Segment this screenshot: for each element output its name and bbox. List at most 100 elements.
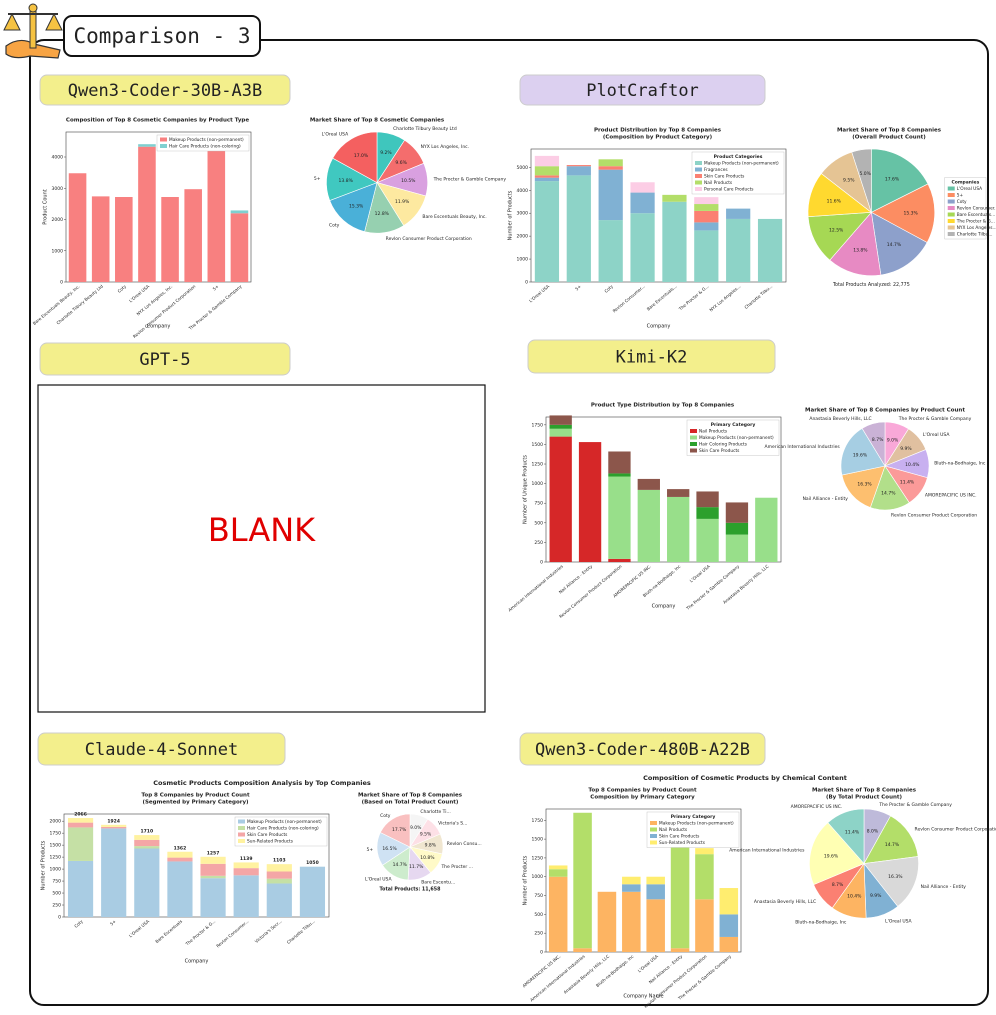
bar-segment [573, 948, 592, 952]
legend-swatch [690, 442, 697, 446]
legend-label: Skin Care Products [699, 448, 740, 454]
legend-label: Personal Care Products [704, 187, 754, 193]
bar-segment [138, 146, 156, 282]
bar-segment [598, 169, 623, 221]
slice-value-label: 19.6% [853, 453, 868, 459]
bar-segment [68, 173, 87, 282]
pie-slice [870, 183, 936, 243]
chart-title: Product Type Distribution by Top 8 Compa… [591, 403, 735, 409]
chart-title: Composition of Top 8 Cosmetic Companies … [66, 118, 249, 124]
bar-total-label: 1103 [273, 858, 286, 864]
blank-box [37, 384, 486, 713]
x-tick-label: Charlotte Tilbu... [743, 284, 773, 310]
bar-segment [597, 891, 617, 952]
bar-total-label: 2066 [74, 812, 87, 818]
legend-label: Sun-Related Products [659, 840, 706, 846]
bar-segment [573, 812, 592, 949]
legend-label: Makeup Products (non-permanent) [704, 161, 779, 167]
bar-segment [726, 218, 751, 282]
legend-swatch [650, 827, 657, 832]
bar-segment [598, 159, 623, 167]
x-tick-label: L'Oreal USA [637, 954, 659, 974]
x-axis-label: Company Name [623, 994, 663, 1000]
slice-label: Bare Escentuals Beauty, Inc. [422, 214, 486, 220]
scales-icon [3, 3, 63, 59]
blank-text: BLANK [208, 511, 316, 549]
slice-label: Coty [380, 813, 391, 819]
bar-segment [646, 899, 665, 952]
model-label: GPT-5 [139, 350, 190, 370]
x-tick-label: Bare Escentuals Beauty, Inc. [32, 284, 81, 326]
slice-value-label: 11.7% [409, 864, 424, 870]
title-tab [63, 15, 261, 57]
bar-segment [534, 155, 560, 167]
y-tick-label: 250 [534, 540, 543, 546]
legend-swatch [947, 186, 955, 191]
y-axis-label: Number of Products [523, 855, 529, 905]
bar-segment [101, 824, 127, 827]
slice-value-label: 17.0% [354, 153, 369, 159]
slice-label: Charlotte Ti... [420, 809, 451, 815]
x-tick-label: American International Industries [507, 564, 564, 613]
x-tick-label: The Procter & Gamble Company [685, 563, 741, 611]
slice-label: Nail Alliance - Entity [803, 496, 849, 502]
chart-title: (Segmented by Primary Category) [142, 800, 249, 806]
model-label-box [527, 339, 776, 374]
legend-label: Makeup Products (non-permanent) [659, 821, 734, 827]
slice-label: The Procter & Gamble Company [878, 802, 952, 808]
bar-segment [566, 166, 591, 176]
bar-segment [725, 502, 749, 523]
bar-segment [134, 846, 160, 849]
bar-segment [695, 854, 714, 900]
bar-segment [622, 891, 641, 952]
legend-label: Hair Care Products (non-coloring) [169, 144, 241, 150]
bar-segment [167, 851, 193, 858]
chart-title: (Based on Total Product Count) [362, 800, 459, 806]
chart-title: (Overall Product Count) [852, 135, 926, 141]
pie-slice [840, 427, 886, 476]
bar-segment [266, 871, 292, 879]
bar-segment [694, 230, 719, 282]
bar-segment [757, 218, 783, 282]
legend-label: L'Oreal USA [957, 186, 982, 192]
bar-segment [230, 210, 249, 214]
bar-segment [695, 848, 714, 855]
legend-swatch [238, 832, 245, 837]
legend-swatch [695, 174, 702, 178]
bar-segment [646, 884, 665, 900]
slice-value-label: 13.8% [339, 178, 354, 184]
bar-segment [696, 518, 719, 562]
legend-swatch [650, 834, 657, 838]
slice-label: Charlotte Tilbury Beauty Ltd [393, 126, 457, 132]
slice-value-label: 16.3% [857, 481, 872, 487]
bar-segment [167, 857, 193, 862]
slice-value-label: 9.2% [380, 150, 392, 156]
x-tick-label: L'Oreal USA [128, 284, 150, 304]
slice-value-label: 11.6% [827, 198, 842, 204]
bar-segment [637, 489, 660, 562]
slice-value-label: 17.7% [392, 827, 407, 833]
slice-value-label: 12.8% [375, 211, 390, 217]
legend-swatch [947, 212, 955, 217]
y-tick-label: 1250 [50, 855, 62, 861]
model-label-box [519, 732, 766, 766]
y-tick-label: 1750 [532, 422, 544, 428]
bar-segment [67, 827, 94, 861]
legend-label: Nail Products [699, 429, 728, 435]
x-tick-label: L'Oreal USA [128, 919, 150, 939]
x-tick-label: Coty [603, 283, 614, 293]
x-axis-label: Company [652, 604, 676, 610]
slice-value-label: 8.7% [872, 437, 884, 443]
y-tick-label: 2000 [52, 217, 64, 223]
x-tick-label: The Procter & Gamble Company [676, 953, 732, 1001]
slice-label: The Procter ... [440, 864, 473, 870]
y-tick-label: 1500 [532, 837, 544, 843]
legend-swatch [947, 193, 955, 198]
pie-slice [863, 856, 919, 907]
pie-slice [863, 815, 919, 864]
bar-segment [167, 861, 193, 917]
y-tick-label: 750 [52, 879, 61, 885]
bar-segment [578, 442, 602, 562]
y-tick-label: 250 [534, 931, 543, 937]
slice-value-label: 9.8% [425, 843, 437, 849]
